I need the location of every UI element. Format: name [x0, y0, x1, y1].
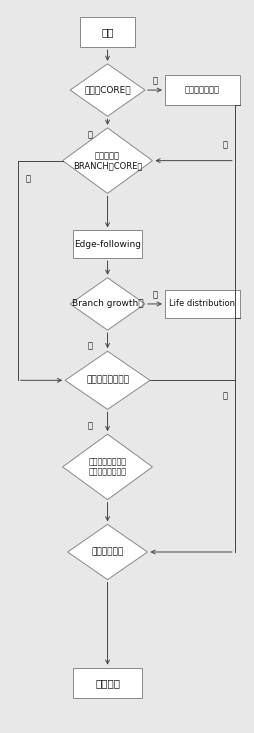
FancyBboxPatch shape — [80, 17, 134, 47]
Text: 否: 否 — [87, 342, 92, 350]
Text: 搜索完成: 搜索完成 — [95, 678, 120, 688]
FancyBboxPatch shape — [164, 290, 239, 318]
Text: 否: 否 — [221, 140, 226, 149]
Text: 是: 是 — [87, 421, 92, 430]
Polygon shape — [62, 128, 152, 194]
Text: 否: 否 — [25, 174, 30, 183]
Text: 开始: 开始 — [101, 27, 113, 37]
Polygon shape — [67, 524, 147, 580]
Text: 是否为CORE？: 是否为CORE？ — [84, 86, 130, 95]
Text: 否: 否 — [87, 130, 92, 139]
Polygon shape — [70, 278, 144, 330]
Text: 周围是否有
BRANCH或CORE？: 周围是否有 BRANCH或CORE？ — [73, 151, 142, 170]
Text: 抵达信号源？: 抵达信号源？ — [91, 548, 123, 556]
Text: Edge-following: Edge-following — [74, 240, 140, 248]
Text: Life distribution: Life distribution — [169, 300, 234, 309]
Text: 是: 是 — [152, 291, 157, 300]
Text: Branch growth？: Branch growth？ — [71, 300, 143, 309]
FancyBboxPatch shape — [72, 668, 142, 699]
Polygon shape — [70, 64, 144, 117]
Text: 静止，广播消息: 静止，广播消息 — [184, 86, 219, 95]
FancyBboxPatch shape — [72, 230, 142, 258]
Text: 是: 是 — [152, 77, 157, 86]
Text: 否: 否 — [221, 392, 226, 401]
Text: 是否出现信号源？: 是否出现信号源？ — [86, 376, 129, 385]
FancyBboxPatch shape — [164, 75, 239, 106]
Text: 自身信号强度是否
为群体中最强的？: 自身信号强度是否 为群体中最强的？ — [88, 457, 126, 476]
Polygon shape — [65, 351, 149, 410]
Polygon shape — [62, 434, 152, 500]
